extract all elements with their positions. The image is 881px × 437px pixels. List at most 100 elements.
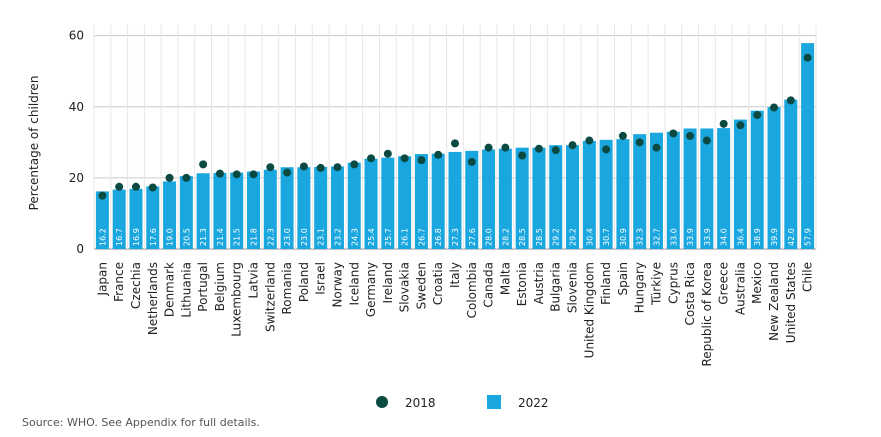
dot xyxy=(652,143,661,152)
value-label: 21.4 xyxy=(216,228,225,246)
bar xyxy=(549,145,563,249)
x-tick-label: Greece xyxy=(717,262,731,305)
bar xyxy=(801,43,815,250)
value-label: 28.5 xyxy=(535,228,544,246)
value-label: 21.5 xyxy=(233,228,242,246)
value-label: 27.6 xyxy=(468,228,477,246)
x-tick-label: Portugal xyxy=(196,262,210,312)
bar xyxy=(129,188,143,249)
bar xyxy=(179,176,193,249)
bar xyxy=(314,166,328,249)
bar xyxy=(649,132,663,249)
dot xyxy=(434,150,443,159)
x-tick-label: Belgium xyxy=(213,262,227,311)
x-tick-label: Hungary xyxy=(633,262,647,313)
x-tick-label: Italy xyxy=(448,262,462,288)
y-tick-label: 20 xyxy=(69,171,84,185)
x-tick-label: Australia xyxy=(733,262,747,315)
value-label: 25.7 xyxy=(384,228,393,246)
value-label: 30.9 xyxy=(619,228,628,246)
y-tick-label: 0 xyxy=(76,242,84,256)
value-label: 21.3 xyxy=(199,228,208,246)
dot xyxy=(115,182,124,191)
bar xyxy=(767,107,781,249)
bar xyxy=(230,172,244,249)
x-tick-label: Finland xyxy=(599,262,613,305)
bar xyxy=(616,139,630,249)
value-label: 38.9 xyxy=(753,228,762,246)
bar xyxy=(280,167,294,249)
x-tick-label: Ireland xyxy=(381,262,395,304)
bar xyxy=(733,119,747,249)
value-label: 36.4 xyxy=(736,228,745,246)
x-tick-label: United States xyxy=(784,262,798,343)
bar xyxy=(683,128,697,249)
y-tick-label: 40 xyxy=(69,100,84,114)
x-tick-label: Switzerland xyxy=(263,262,277,332)
value-label: 33.0 xyxy=(669,228,678,246)
value-label: 23.0 xyxy=(300,228,309,246)
dot xyxy=(383,149,392,158)
value-label: 33.9 xyxy=(703,228,712,246)
x-tick-label: Canada xyxy=(482,262,496,308)
x-tick-label: Spain xyxy=(616,262,630,296)
bar xyxy=(95,191,109,249)
x-tick-label: Costa Rica xyxy=(683,262,697,325)
value-label: 16.9 xyxy=(132,228,141,246)
value-label: 19.0 xyxy=(166,228,175,246)
bar xyxy=(247,171,261,249)
value-label: 26.8 xyxy=(434,228,443,246)
legend-marker xyxy=(376,396,388,408)
bar xyxy=(700,128,714,249)
value-label: 26.7 xyxy=(417,228,426,246)
x-tick-label: Netherlands xyxy=(146,262,160,335)
value-label: 16.2 xyxy=(98,228,107,246)
value-label: 28.0 xyxy=(485,228,494,246)
value-label: 29.2 xyxy=(569,228,578,246)
x-tick-label: New Zealand xyxy=(767,262,781,341)
value-label: 17.6 xyxy=(149,228,158,246)
value-label: 39.9 xyxy=(770,228,779,246)
dot xyxy=(350,160,359,169)
value-label: 20.5 xyxy=(182,228,191,246)
x-tick-label: Czechia xyxy=(129,262,143,309)
x-tick-label: Lithuania xyxy=(179,262,193,318)
dot xyxy=(316,163,325,172)
x-tick-label: Germany xyxy=(364,262,378,317)
bar xyxy=(666,131,680,249)
bar xyxy=(431,153,445,249)
dot xyxy=(333,163,342,172)
dot xyxy=(484,143,493,152)
dot xyxy=(417,156,426,165)
dot xyxy=(568,141,577,150)
value-label: 57.9 xyxy=(804,228,813,246)
bar xyxy=(196,173,210,249)
bar xyxy=(750,110,764,249)
bar xyxy=(381,157,395,249)
bar xyxy=(784,99,798,250)
dot xyxy=(618,131,627,140)
bar xyxy=(717,128,731,249)
value-label: 32.7 xyxy=(652,228,661,246)
bar xyxy=(213,172,227,249)
x-tick-label: Slovenia xyxy=(566,262,580,313)
bar xyxy=(465,150,479,249)
dot xyxy=(467,157,476,166)
x-tick-label: Malta xyxy=(498,262,512,295)
y-axis-label: Percentage of children xyxy=(27,76,41,211)
dot xyxy=(770,103,779,112)
dot xyxy=(669,129,678,138)
x-tick-label: Romania xyxy=(280,262,294,314)
x-tick-label: Iceland xyxy=(347,262,361,305)
dot xyxy=(249,170,258,179)
bar xyxy=(633,134,647,249)
x-tick-label: Croatia xyxy=(431,262,445,305)
value-label: 33.9 xyxy=(686,228,695,246)
dot xyxy=(165,173,174,182)
value-label: 22.3 xyxy=(266,228,275,246)
value-label: 42.0 xyxy=(787,228,796,246)
dot xyxy=(602,145,611,154)
x-tick-label: Norway xyxy=(330,262,344,308)
dot xyxy=(518,151,527,160)
